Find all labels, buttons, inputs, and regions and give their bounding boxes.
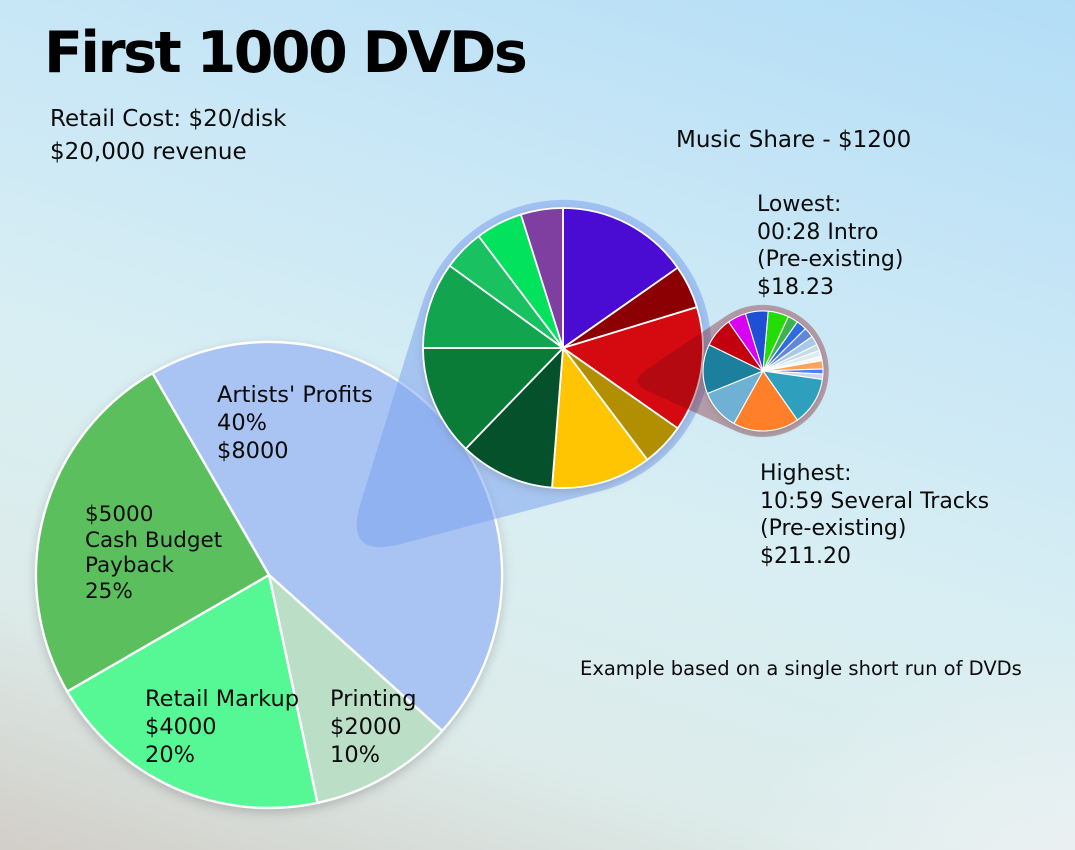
highest-type: (Pre-existing) <box>760 516 907 541</box>
highest-amount: $211.20 <box>760 543 851 569</box>
pie-slice <box>551 347 649 489</box>
retail-cost-line: Retail Cost: $20/disk <box>50 106 287 132</box>
page-title: First 1000 DVDs <box>44 20 528 86</box>
pie-slice <box>562 207 679 349</box>
pie-slice <box>520 207 564 349</box>
cash-label-amount: $5000 <box>85 502 154 527</box>
printing-label-percent: 10% <box>330 742 381 768</box>
printing-label-amount: $2000 <box>330 714 402 740</box>
pie-track-detail <box>702 310 824 432</box>
lowest-amount: $18.23 <box>757 274 834 300</box>
retail-label-amount: $4000 <box>145 714 217 740</box>
slice-label-printing: Printing $2000 10% <box>330 685 417 769</box>
slice-label-artists-profits: Artists' Profits 40% $8000 <box>217 381 373 465</box>
cash-label-percent: 25% <box>85 578 133 604</box>
lowest-track: 00:28 Intro <box>757 219 879 245</box>
slice-label-retail-markup: Retail Markup $4000 20% <box>145 685 299 769</box>
pie-music-share <box>422 207 704 489</box>
artists-label-percent: 40% <box>217 410 268 436</box>
printing-label-name: Printing <box>330 686 417 712</box>
retail-cost-note: Retail Cost: $20/disk $20,000 revenue <box>50 103 286 169</box>
artists-label-name: Artists' Profits <box>217 382 373 408</box>
pie-slice <box>422 264 564 349</box>
pie-slice <box>464 347 564 489</box>
lowest-title: Lowest: <box>757 192 842 217</box>
example-note: Example based on a single short run of D… <box>580 657 1022 680</box>
lowest-type: (Pre-existing) <box>757 247 904 272</box>
highest-title: Highest: <box>760 461 852 486</box>
pie-slice-retail-markup <box>66 573 319 810</box>
cash-label-name-2: Payback <box>85 553 174 578</box>
pie-slice <box>422 347 564 450</box>
pie-slice <box>733 370 798 432</box>
music-share-label: Music Share - $1200 <box>676 127 912 153</box>
pie-slice <box>562 306 704 430</box>
pie-slice-printing <box>267 573 444 805</box>
slice-label-cash-budget: $5000 Cash Budget Payback 25% <box>85 502 222 604</box>
lowest-track-annotation: Lowest: 00:28 Intro (Pre-existing) $18.2… <box>757 191 903 301</box>
retail-label-percent: 20% <box>145 742 196 768</box>
pie-slice <box>744 310 769 372</box>
highest-track-annotation: Highest: 10:59 Several Tracks (Pre-exist… <box>760 460 989 570</box>
cash-label-name-1: Cash Budget <box>85 527 223 553</box>
artists-label-amount: $8000 <box>217 438 289 464</box>
revenue-line: $20,000 revenue <box>50 139 247 165</box>
highest-track: 10:59 Several Tracks <box>760 488 990 514</box>
pie-slice-cash-budget-payback <box>34 372 271 693</box>
retail-label-name: Retail Markup <box>145 686 300 712</box>
